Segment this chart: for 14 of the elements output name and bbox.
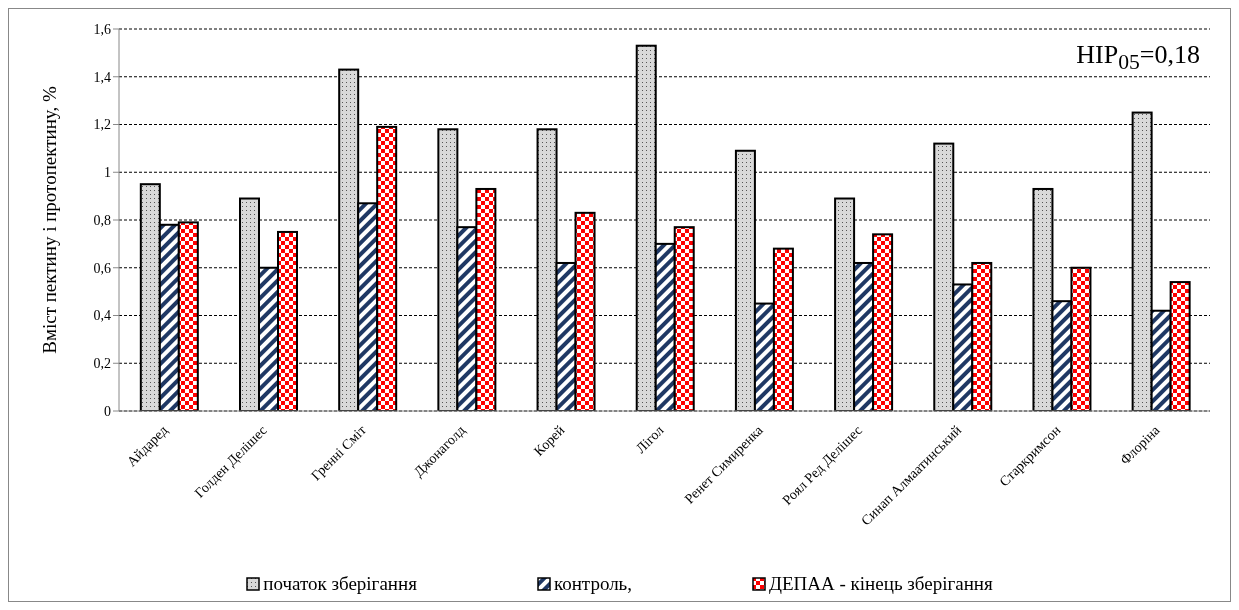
y-tick-label: 1,6: [93, 21, 111, 37]
y-tick-label: 1: [104, 165, 111, 181]
legend-label: контроль,: [552, 573, 633, 595]
y-tick-label: 0,4: [93, 308, 111, 324]
y-tick-label: 0,2: [93, 356, 111, 372]
y-tick-label: 0,8: [93, 212, 111, 228]
y-tick-label: 1,4: [93, 69, 111, 85]
legend-label: початок зберігання: [262, 573, 417, 595]
y-tick-label: 0,6: [93, 260, 111, 276]
y-axis-title: Вміст пектину і протопектину, %: [38, 86, 60, 354]
y-tick-label: 0: [104, 403, 111, 419]
annotation: HIP$_{05}$=0,18: [1076, 40, 1200, 76]
legend-label: ДЕПАА - кінець зберігання: [768, 573, 993, 595]
y-tick-label: 1,2: [93, 117, 111, 133]
